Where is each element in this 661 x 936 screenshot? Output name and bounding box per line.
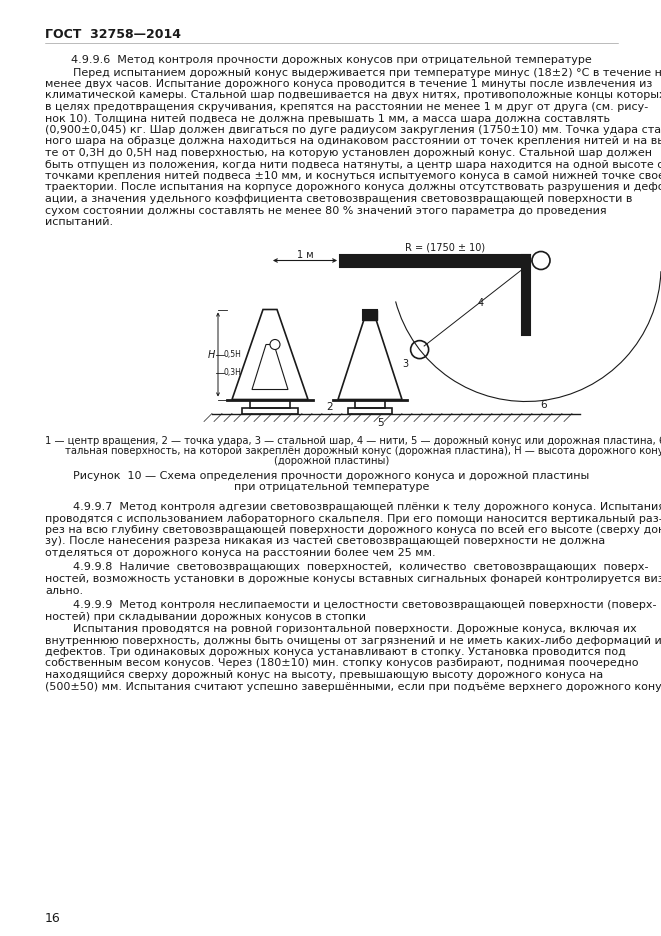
Text: в целях предотвращения скручивания, крепятся на расстоянии не менее 1 м друг от : в целях предотвращения скручивания, креп… (45, 102, 648, 112)
Polygon shape (252, 344, 288, 389)
Text: 4.9.9.8  Наличие  световозвращающих  поверхностей,  количество  световозвращающи: 4.9.9.8 Наличие световозвращающих поверх… (45, 563, 648, 573)
Text: 4.9.9.9  Метод контроля неслипаемости и целостности световозвращающей поверхност: 4.9.9.9 Метод контроля неслипаемости и ц… (45, 600, 656, 610)
Text: ного шара на образце должна находиться на одинаковом расстоянии от точек креплен: ного шара на образце должна находиться н… (45, 137, 661, 147)
Text: 2: 2 (327, 402, 333, 412)
Text: ГОСТ  32758—2014: ГОСТ 32758—2014 (45, 28, 181, 41)
Text: отделяться от дорожного конуса на расстоянии более чем 25 мм.: отделяться от дорожного конуса на рассто… (45, 548, 436, 558)
Bar (242, 407, 298, 414)
Text: 4.9.9.7  Метод контроля адгезии световозвращающей плёнки к телу дорожного конуса: 4.9.9.7 Метод контроля адгезии световозв… (45, 502, 661, 512)
Text: быть отпущен из положения, когда нити подвеса натянуты, а центр шара находится н: быть отпущен из положения, когда нити по… (45, 159, 661, 169)
Text: климатической камеры. Стальной шар подвешивается на двух нитях, противоположные : климатической камеры. Стальной шар подве… (45, 91, 661, 100)
Text: 4.9.9.6  Метод контроля прочности дорожных конусов при отрицательной температуре: 4.9.9.6 Метод контроля прочности дорожны… (71, 55, 592, 65)
Text: проводятся с использованием лабораторного скальпеля. При его помощи наносится ве: проводятся с использованием лабораторног… (45, 514, 661, 523)
Text: 1: 1 (508, 256, 514, 267)
Text: Испытания проводятся на ровной горизонтальной поверхности. Дорожные конуса, вклю: Испытания проводятся на ровной горизонта… (45, 624, 637, 634)
Text: 16: 16 (45, 912, 61, 925)
Text: 0,3H: 0,3H (223, 368, 241, 377)
Text: менее двух часов. Испытание дорожного конуса проводится в течение 1 минуты после: менее двух часов. Испытание дорожного ко… (45, 79, 652, 89)
Bar (522, 255, 530, 334)
Text: внутреннюю поверхность, должны быть очищены от загрязнений и не иметь каких-либо: внутреннюю поверхность, должны быть очищ… (45, 636, 661, 646)
Text: 0,5H: 0,5H (223, 350, 241, 359)
Text: Перед испытанием дорожный конус выдерживается при температуре минус (18±2) °С в : Перед испытанием дорожный конус выдержив… (45, 67, 661, 78)
Text: при отрицательной температуре: при отрицательной температуре (234, 482, 429, 492)
Bar (340, 255, 530, 267)
Text: (0,900±0,045) кг. Шар должен двигаться по дуге радиусом закругления (1750±10) мм: (0,900±0,045) кг. Шар должен двигаться п… (45, 125, 661, 135)
Text: 6: 6 (540, 400, 547, 409)
Text: ностей) при складывании дорожных конусов в стопки: ностей) при складывании дорожных конусов… (45, 611, 366, 622)
Text: собственным весом конусов. Через (180±10) мин. стопку конусов разбирают, поднима: собственным весом конусов. Через (180±10… (45, 659, 639, 668)
Text: (дорожной пластины): (дорожной пластины) (274, 457, 389, 466)
Bar (340, 255, 530, 267)
Text: H: H (208, 349, 215, 359)
Text: (500±50) мм. Испытания считают успешно завершёнными, если при подъёме верхнего д: (500±50) мм. Испытания считают успешно з… (45, 681, 661, 692)
Text: траектории. После испытания на корпусе дорожного конуса должны отсутствовать раз: траектории. После испытания на корпусе д… (45, 183, 661, 193)
Text: зу). После нанесения разреза никакая из частей световозвращающей поверхности не : зу). После нанесения разреза никакая из … (45, 536, 605, 547)
Text: R = (1750 ± 10): R = (1750 ± 10) (405, 242, 485, 253)
Text: испытаний.: испытаний. (45, 217, 113, 227)
Circle shape (270, 340, 280, 349)
Text: 1 м: 1 м (297, 250, 313, 259)
Bar (522, 255, 530, 334)
Text: Рисунок  10 — Схема определения прочности дорожного конуса и дорожной пластины: Рисунок 10 — Схема определения прочности… (73, 471, 590, 481)
Bar (363, 310, 377, 319)
Text: ации, а значения удельного коэффициента световозвращения световозвращающей повер: ации, а значения удельного коэффициента … (45, 194, 633, 204)
Text: те от 0,3Н до 0,5Н над поверхностью, на которую установлен дорожный конус. Сталь: те от 0,3Н до 0,5Н над поверхностью, на … (45, 148, 652, 158)
Text: точками крепления нитей подвеса ±10 мм, и коснуться испытуемого конуса в самой н: точками крепления нитей подвеса ±10 мм, … (45, 171, 661, 181)
Bar (348, 407, 392, 414)
Bar (355, 400, 385, 407)
Text: ально.: ально. (45, 586, 83, 595)
Bar (363, 310, 377, 319)
Text: тальная поверхность, на которой закреплён дорожный конус (дорожная пластина), Н : тальная поверхность, на которой закреплё… (65, 446, 661, 456)
Text: 1 — центр вращения, 2 — точка удара, 3 — стальной шар, 4 — нити, 5 — дорожный ко: 1 — центр вращения, 2 — точка удара, 3 —… (45, 435, 661, 446)
Text: нок 10). Толщина нитей подвеса не должна превышать 1 мм, а масса шара должна сос: нок 10). Толщина нитей подвеса не должна… (45, 113, 610, 124)
Text: рез на всю глубину световозвращающей поверхности дорожного конуса по всей его вы: рез на всю глубину световозвращающей пов… (45, 525, 661, 535)
Text: 3: 3 (403, 358, 408, 369)
Text: 5: 5 (377, 417, 383, 428)
Text: дефектов. Три одинаковых дорожных конуса устанавливают в стопку. Установка прово: дефектов. Три одинаковых дорожных конуса… (45, 647, 626, 657)
Text: ностей, возможность установки в дорожные конусы вставных сигнальных фонарей конт: ностей, возможность установки в дорожные… (45, 574, 661, 584)
Text: находящийся сверху дорожный конус на высоту, превышающую высоту дорожного конуса: находящийся сверху дорожный конус на выс… (45, 670, 603, 680)
Text: 4: 4 (478, 298, 484, 308)
Bar (250, 400, 290, 407)
Text: сухом состоянии должны составлять не менее 80 % значений этого параметра до пров: сухом состоянии должны составлять не мен… (45, 206, 607, 215)
